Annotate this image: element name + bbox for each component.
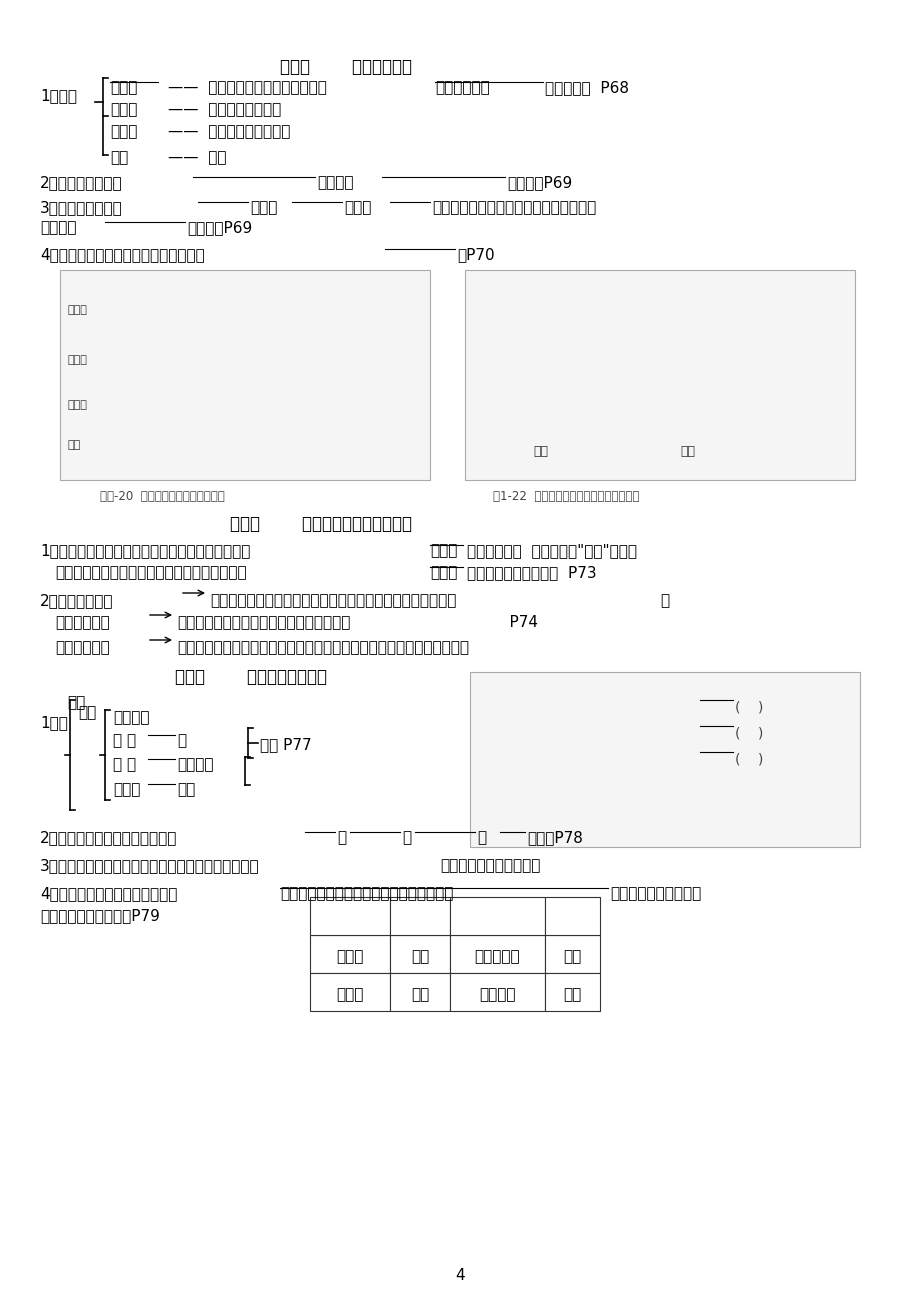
Text: 木质部: 木质部: [336, 950, 363, 964]
Text: 花芽: 花芽: [67, 694, 85, 710]
Bar: [310, 896, 390, 936]
Text: 的分裂和: 的分裂和: [317, 175, 353, 190]
Bar: [449, 936, 544, 973]
Text: 1、芽: 1、芽: [40, 715, 68, 730]
Text: ——  根生长最快的部位: —— 根生长最快的部位: [168, 102, 281, 117]
FancyBboxPatch shape: [470, 672, 859, 847]
Text: ：: ：: [659, 593, 668, 609]
Text: (    ): ( ): [734, 700, 763, 714]
Text: 芽原基: 芽原基: [113, 782, 141, 797]
Text: P74: P74: [490, 615, 538, 629]
Text: 韧皮部: 韧皮部: [336, 988, 363, 1002]
Text: 图1-22  植物细胞的吸水和失水（模式图）: 图1-22 植物细胞的吸水和失水（模式图）: [493, 490, 639, 503]
Text: 。因此木本植物的茎可: 。因此木本植物的茎可: [609, 886, 700, 900]
Bar: [544, 936, 599, 973]
Text: 的主要部位  P68: 的主要部位 P68: [544, 79, 629, 95]
Text: 、: 、: [336, 830, 346, 846]
Text: 含磷的无机盐: 含磷的无机盐: [55, 615, 109, 629]
Text: 2、根的生长主要是: 2、根的生长主要是: [40, 175, 122, 190]
Bar: [544, 973, 599, 1011]
Text: 硕果累累（植物开花结果的季节追加磷肥）: 硕果累累（植物开花结果的季节追加磷肥）: [176, 615, 350, 629]
Text: 第三节        植物生长需要水和无机盐: 第三节 植物生长需要水和无机盐: [230, 515, 412, 533]
Text: 向上: 向上: [562, 950, 581, 964]
Text: 成熟区: 成熟区: [68, 305, 88, 315]
Text: 外界浓度低于（小于）细胞细胞液浓度时，细胞: 外界浓度低于（小于）细胞细胞液浓度时，细胞: [55, 566, 246, 580]
Text: 根冠: 根冠: [68, 440, 81, 450]
Text: 幼 叶: 幼 叶: [113, 734, 136, 748]
Text: 茎杆健壮，钾肥能促进糖类的形成和运输（例如：红薯、土豆、甘蔗等）: 茎杆健壮，钾肥能促进糖类的形成和运输（例如：红薯、土豆、甘蔗等）: [176, 640, 469, 655]
Text: ——  保护: —— 保护: [168, 150, 226, 165]
Text: 它将失去: 它将失去: [40, 220, 76, 235]
Text: 第四节        植物茎的输导功能: 第四节 植物茎的输导功能: [175, 668, 326, 685]
Text: 3、植物的根还具有: 3、植物的根还具有: [40, 199, 122, 215]
Bar: [310, 973, 390, 1011]
Text: 逐渐伸长: 逐渐伸长: [176, 757, 213, 771]
Text: 枝芽: 枝芽: [78, 705, 96, 721]
Text: 叶: 叶: [176, 734, 186, 748]
Text: 1、外界浓度高于（大于）细胞细胞液浓度时，细胞: 1、外界浓度高于（大于）细胞细胞液浓度时，细胞: [40, 543, 250, 558]
Text: 分生区: 分生区: [110, 124, 137, 139]
Text: ——  具有很强的分裂能力: —— 具有很强的分裂能力: [168, 124, 290, 139]
Text: 向内形成新的木质部，向外形成新的韧皮部: 向内形成新的木质部，向外形成新的韧皮部: [279, 886, 453, 900]
Text: 2、木本植物的茎从外到内一般由: 2、木本植物的茎从外到内一般由: [40, 830, 177, 846]
Bar: [310, 936, 390, 973]
Text: 伸长区: 伸长区: [110, 102, 137, 117]
Text: 生长和: 生长和: [344, 199, 371, 215]
Text: 芽 轴: 芽 轴: [113, 757, 136, 771]
Text: 成熟区: 成熟区: [110, 79, 137, 95]
FancyBboxPatch shape: [464, 270, 854, 480]
Text: 第二节        植物根的生长: 第二节 植物根的生长: [279, 59, 412, 76]
Text: 和: 和: [476, 830, 485, 846]
Text: 含钾的无机盐: 含钾的无机盐: [55, 640, 109, 655]
Bar: [390, 896, 449, 936]
Text: 水和无机盐: 水和无机盐: [474, 950, 520, 964]
Bar: [390, 936, 449, 973]
Bar: [544, 896, 599, 936]
Text: 1、根尖: 1、根尖: [40, 89, 77, 103]
Text: 枝繁叶茂（白菜、芹菜、油菜等以茎叶为食的植物多施氮肥）: 枝繁叶茂（白菜、芹菜、油菜等以茎叶为食的植物多施氮肥）: [210, 593, 456, 609]
Text: 。P70: 。P70: [457, 248, 494, 262]
Text: 有机养料: 有机养料: [479, 988, 516, 1002]
Text: 、: 、: [402, 830, 411, 846]
Text: （咸菜变软）  （施肥过多"烧苗"现象）: （咸菜变软） （施肥过多"烧苗"现象）: [467, 543, 636, 558]
Text: 伸长区: 伸长区: [68, 354, 88, 365]
Text: （树可空心，不可无皮）: （树可空心，不可无皮）: [439, 857, 539, 873]
Text: 新芽: 新芽: [176, 782, 195, 797]
Text: 2、含氮的无机盐: 2、含氮的无机盐: [40, 593, 113, 609]
Text: 4、移植幼苗时，一般要带土是为了保护: 4、移植幼苗时，一般要带土是为了保护: [40, 248, 205, 262]
Text: 导管: 导管: [411, 950, 428, 964]
Text: 失水。: 失水。: [429, 543, 457, 558]
FancyBboxPatch shape: [60, 270, 429, 480]
Text: 生长、: 生长、: [250, 199, 277, 215]
Text: 新枝 P77: 新枝 P77: [260, 737, 312, 752]
Text: 4、形成层具有很强的分裂能力，: 4、形成层具有很强的分裂能力，: [40, 886, 177, 900]
Text: 水分和无机盐: 水分和无机盐: [435, 79, 489, 95]
Text: （蔬菜用清水洗变嫩）  P73: （蔬菜用清水洗变嫩） P73: [467, 566, 596, 580]
Text: 的生长。P69: 的生长。P69: [506, 175, 572, 190]
Text: 构成。P78: 构成。P78: [527, 830, 583, 846]
Bar: [449, 973, 544, 1011]
Text: 分生区: 分生区: [68, 400, 88, 410]
Text: ——  分布着大量的根毛，是根吸收: —— 分布着大量的根毛，是根吸收: [168, 79, 326, 95]
Bar: [390, 973, 449, 1011]
Text: 图１-20  根尖的主体结构和半面结构: 图１-20 根尖的主体结构和半面结构: [100, 490, 224, 503]
Text: 根冠: 根冠: [110, 150, 128, 165]
Bar: [449, 896, 544, 936]
Text: 生长等特性。若将植物种植在太空舱中，: 生长等特性。若将植物种植在太空舱中，: [432, 199, 596, 215]
Text: 分生组织: 分生组织: [113, 710, 150, 724]
Text: 筛管: 筛管: [411, 988, 428, 1002]
Text: 吸水: 吸水: [532, 446, 548, 457]
Text: 向下: 向下: [562, 988, 581, 1002]
Text: (    ): ( ): [734, 752, 763, 766]
Text: 吸水。: 吸水。: [429, 566, 457, 580]
Text: (    ): ( ): [734, 726, 763, 740]
Text: 3、树皮的外侧部分起保护作用，内侧部分是韧皮部。: 3、树皮的外侧部分起保护作用，内侧部分是韧皮部。: [40, 857, 259, 873]
Text: 的特性。P69: 的特性。P69: [187, 220, 252, 235]
Text: 以逐年加粗。（年轮）P79: 以逐年加粗。（年轮）P79: [40, 908, 160, 923]
Text: 4: 4: [455, 1268, 464, 1283]
Text: 失水: 失水: [679, 446, 694, 457]
